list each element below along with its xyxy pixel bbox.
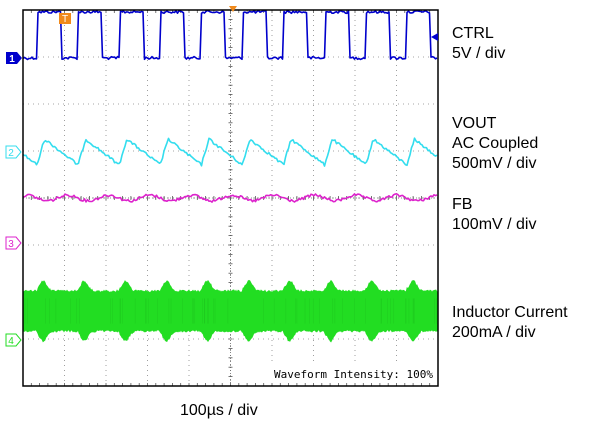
fb-label-name: FB [452, 196, 473, 213]
inductor-current-label: Inductor Current 200mA / div [452, 303, 568, 343]
channel-2-marker: 2 [5, 145, 22, 159]
waveform-intensity-text: Waveform Intensity: 100% [274, 368, 433, 381]
svg-text:T: T [62, 14, 68, 25]
fb-label: FB 100mV / div [452, 195, 536, 235]
trace-vout [22, 137, 438, 167]
trace-ctrl [22, 9, 438, 61]
trigger-marker: T [59, 13, 71, 25]
trigger-level-marker [431, 33, 438, 41]
intensity-box [262, 365, 436, 383]
channel-4-marker: 4 [5, 333, 22, 347]
vout-label-coupling: AC Coupled [452, 135, 539, 152]
ctrl-label-name: CTRL [452, 25, 494, 42]
channel-marker-label: 4 [8, 336, 14, 347]
channel-marker-label: 1 [9, 54, 15, 65]
timebase-label: 100µs / div [180, 402, 258, 419]
plot-border [22, 9, 439, 387]
inductor-current-label-name: Inductor Current [452, 304, 568, 321]
ctrl-label-scale: 5V / div [452, 45, 506, 62]
traces [22, 9, 439, 343]
fb-label-scale: 100mV / div [452, 216, 537, 233]
channel-markers: 1 2 3 4 [5, 52, 22, 347]
vout-label: VOUT AC Coupled 500mV / div [452, 114, 538, 174]
channel-marker-label: 2 [8, 148, 14, 159]
trace-fb [22, 193, 438, 203]
inductor-current-label-scale: 200mA / div [452, 324, 536, 341]
channel-1-marker: 1 [6, 52, 22, 65]
channel-marker-label: 3 [8, 239, 14, 250]
trigger-position-marker [229, 6, 237, 12]
ctrl-label: CTRL 5V / div [452, 24, 505, 64]
channel-3-marker: 3 [5, 236, 22, 250]
vout-label-scale: 500mV / div [452, 155, 537, 172]
vout-label-name: VOUT [452, 115, 497, 132]
